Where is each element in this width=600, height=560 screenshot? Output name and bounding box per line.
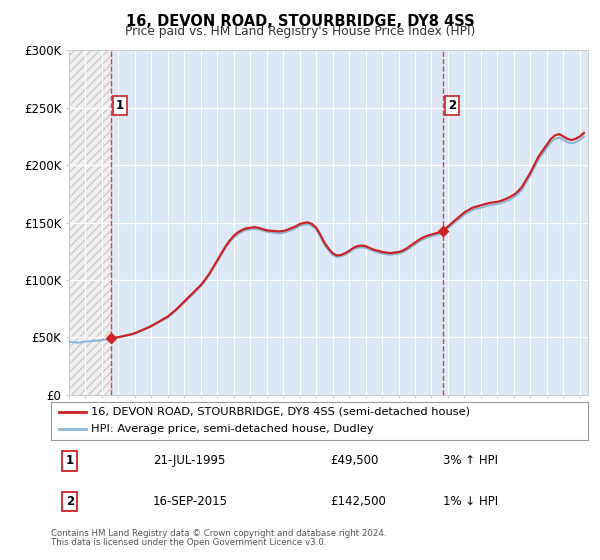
Text: £49,500: £49,500 (330, 454, 379, 468)
Text: 1: 1 (66, 454, 74, 468)
Bar (69, 50, 111, 395)
Text: 21-JUL-1995: 21-JUL-1995 (153, 454, 226, 468)
Text: 3% ↑ HPI: 3% ↑ HPI (443, 454, 498, 468)
Text: 16, DEVON ROAD, STOURBRIDGE, DY8 4SS (semi-detached house): 16, DEVON ROAD, STOURBRIDGE, DY8 4SS (se… (91, 407, 470, 417)
Text: 1: 1 (116, 99, 124, 112)
Text: Price paid vs. HM Land Registry's House Price Index (HPI): Price paid vs. HM Land Registry's House … (125, 25, 475, 38)
Text: 1% ↓ HPI: 1% ↓ HPI (443, 495, 498, 508)
Text: £142,500: £142,500 (330, 495, 386, 508)
Text: HPI: Average price, semi-detached house, Dudley: HPI: Average price, semi-detached house,… (91, 424, 374, 435)
Text: 2: 2 (448, 99, 456, 112)
Text: 16-SEP-2015: 16-SEP-2015 (153, 495, 228, 508)
Text: 2: 2 (66, 495, 74, 508)
Text: 16, DEVON ROAD, STOURBRIDGE, DY8 4SS: 16, DEVON ROAD, STOURBRIDGE, DY8 4SS (125, 14, 475, 29)
Text: This data is licensed under the Open Government Licence v3.0.: This data is licensed under the Open Gov… (51, 539, 326, 548)
Bar (69, 50, 111, 395)
Text: Contains HM Land Registry data © Crown copyright and database right 2024.: Contains HM Land Registry data © Crown c… (51, 529, 386, 538)
